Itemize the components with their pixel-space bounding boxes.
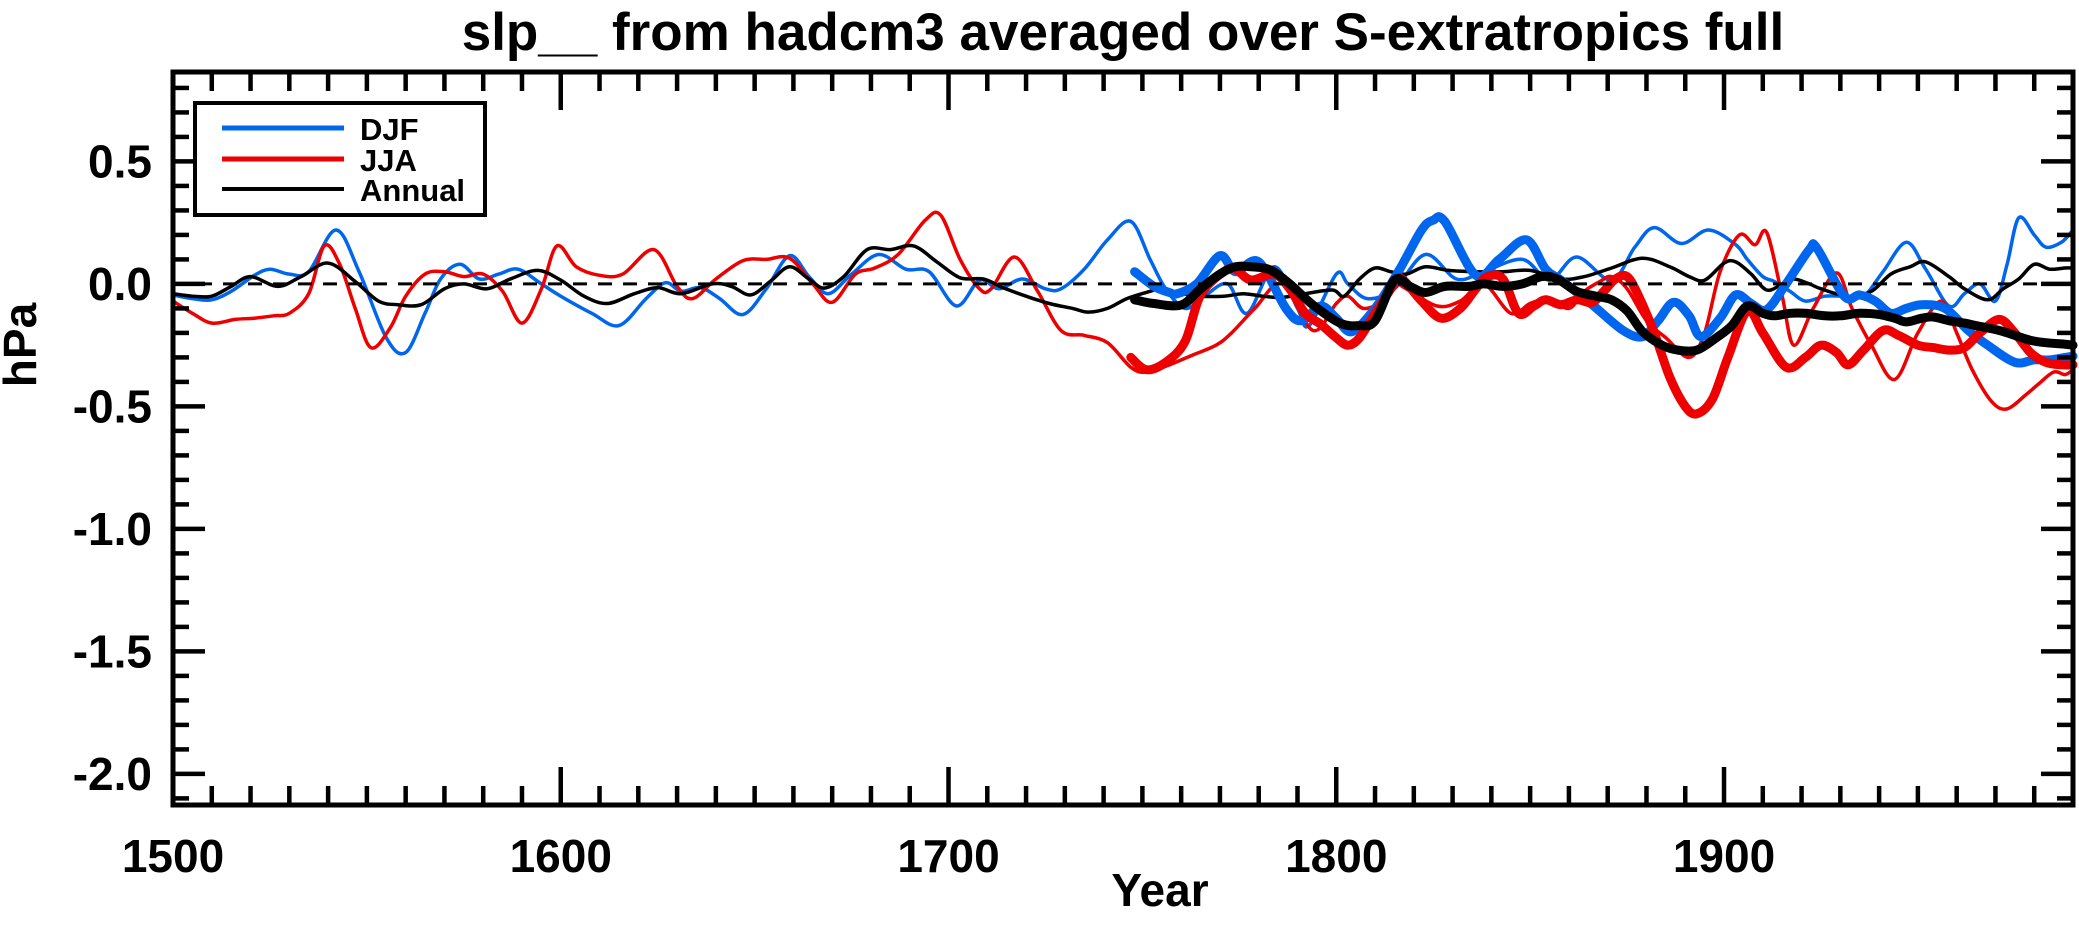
y-tick-label: -1.0 (73, 503, 152, 555)
axes-frame (170, 69, 2076, 808)
axis-ticks (173, 72, 2073, 805)
x-axis-tick-labels: 1500 1600 1700 1800 1900 (122, 830, 1775, 882)
x-axis-title: Year (1111, 864, 1208, 916)
series-JJA-thick (1126, 263, 2078, 419)
legend-label-annual: Annual (360, 173, 465, 208)
series-Annual-thick (1130, 261, 2078, 356)
y-tick-label: -1.5 (73, 625, 152, 677)
y-tick-label: 0.5 (88, 135, 152, 187)
legend: DJF JJA Annual (193, 101, 487, 217)
x-tick-label: 1700 (897, 830, 999, 882)
series-DJF-thin (171, 215, 2075, 356)
y-tick-label: -2.0 (73, 748, 152, 800)
x-tick-label: 1800 (1285, 830, 1387, 882)
chart-title: slp__ from hadcm3 averaged over S-extrat… (462, 3, 1785, 62)
x-tick-label: 1900 (1673, 830, 1775, 882)
legend-label-djf: DJF (360, 112, 419, 147)
y-tick-label: -0.5 (73, 380, 152, 432)
x-tick-label: 1600 (510, 830, 612, 882)
x-tick-label: 1500 (122, 830, 224, 882)
y-axis-tick-labels: 0.5 0.0 -0.5 -1.0 -1.5 -2.0 (73, 135, 152, 799)
data-curves (171, 210, 2078, 419)
y-tick-label: 0.0 (88, 258, 152, 310)
plot-frame (170, 69, 2076, 808)
y-axis-title: hPa (0, 302, 46, 387)
legend-label-jja: JJA (360, 143, 417, 178)
